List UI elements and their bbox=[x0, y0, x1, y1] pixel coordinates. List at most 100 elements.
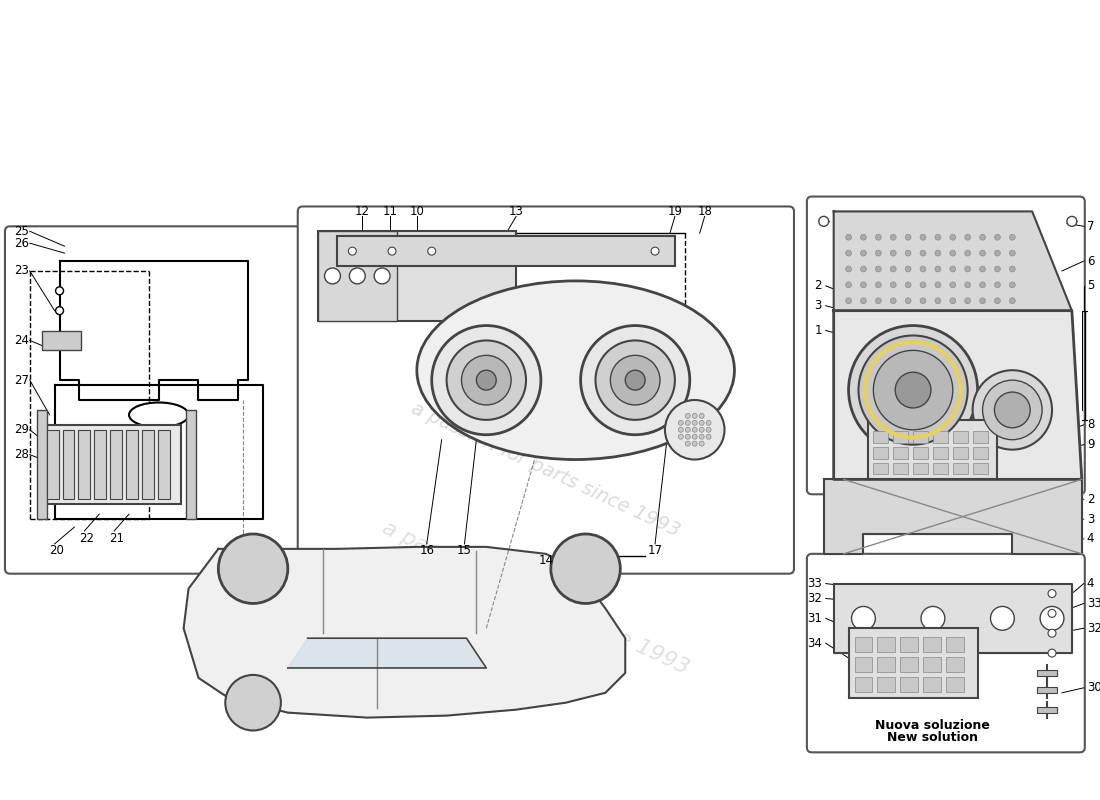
Text: 25: 25 bbox=[14, 225, 29, 238]
Bar bbox=[946, 677, 964, 692]
Circle shape bbox=[994, 266, 1000, 272]
Circle shape bbox=[935, 266, 940, 272]
Bar bbox=[848, 628, 978, 698]
Circle shape bbox=[324, 268, 340, 284]
Circle shape bbox=[846, 250, 851, 256]
Circle shape bbox=[551, 534, 620, 603]
Circle shape bbox=[679, 420, 683, 426]
Text: 4: 4 bbox=[1087, 577, 1094, 590]
Circle shape bbox=[447, 341, 526, 420]
Polygon shape bbox=[834, 211, 1071, 310]
Bar bbox=[953, 446, 968, 458]
Circle shape bbox=[905, 266, 911, 272]
Text: 29: 29 bbox=[14, 423, 29, 436]
Bar bbox=[893, 462, 909, 474]
Circle shape bbox=[935, 282, 940, 288]
Text: 23: 23 bbox=[14, 265, 29, 278]
Circle shape bbox=[890, 234, 896, 240]
Circle shape bbox=[920, 282, 926, 288]
Bar bbox=[318, 231, 516, 321]
Circle shape bbox=[428, 247, 436, 255]
Circle shape bbox=[980, 266, 986, 272]
Text: 10: 10 bbox=[409, 205, 425, 218]
Circle shape bbox=[876, 250, 881, 256]
Text: 32: 32 bbox=[1087, 622, 1100, 634]
Circle shape bbox=[1010, 250, 1015, 256]
Bar bbox=[78, 430, 90, 499]
Circle shape bbox=[994, 392, 1031, 428]
Bar bbox=[893, 446, 909, 458]
Bar bbox=[36, 410, 46, 519]
Polygon shape bbox=[184, 547, 625, 718]
Bar bbox=[972, 462, 988, 474]
Circle shape bbox=[685, 427, 691, 432]
Circle shape bbox=[685, 414, 691, 418]
Circle shape bbox=[994, 234, 1000, 240]
Circle shape bbox=[994, 250, 1000, 256]
Bar bbox=[933, 462, 948, 474]
Circle shape bbox=[462, 355, 512, 405]
Ellipse shape bbox=[417, 281, 735, 459]
Circle shape bbox=[679, 434, 683, 439]
Text: 30: 30 bbox=[1087, 682, 1100, 694]
Circle shape bbox=[935, 234, 940, 240]
Circle shape bbox=[56, 306, 64, 314]
Circle shape bbox=[706, 434, 711, 439]
Text: 26: 26 bbox=[14, 237, 29, 250]
Circle shape bbox=[965, 266, 970, 272]
Circle shape bbox=[949, 234, 956, 240]
Circle shape bbox=[876, 234, 881, 240]
Circle shape bbox=[700, 420, 704, 426]
Bar bbox=[1037, 706, 1057, 713]
Bar bbox=[157, 430, 169, 499]
Circle shape bbox=[651, 247, 659, 255]
Bar bbox=[913, 446, 928, 458]
Text: 19: 19 bbox=[668, 205, 682, 218]
Circle shape bbox=[935, 298, 940, 304]
Circle shape bbox=[980, 250, 986, 256]
Circle shape bbox=[700, 427, 704, 432]
Bar bbox=[318, 231, 397, 321]
Circle shape bbox=[685, 441, 691, 446]
Circle shape bbox=[965, 234, 970, 240]
Text: 31: 31 bbox=[807, 612, 822, 625]
Circle shape bbox=[949, 282, 956, 288]
Bar bbox=[900, 677, 918, 692]
Bar bbox=[878, 657, 895, 672]
Bar bbox=[42, 425, 180, 504]
Circle shape bbox=[56, 287, 64, 294]
Circle shape bbox=[685, 434, 691, 439]
Bar bbox=[953, 430, 968, 442]
Circle shape bbox=[476, 370, 496, 390]
FancyBboxPatch shape bbox=[6, 226, 302, 574]
Text: 1: 1 bbox=[814, 324, 822, 337]
Bar bbox=[873, 446, 889, 458]
Circle shape bbox=[1010, 234, 1015, 240]
Circle shape bbox=[218, 534, 288, 603]
Bar bbox=[1037, 670, 1057, 676]
Circle shape bbox=[692, 414, 697, 418]
Bar bbox=[933, 446, 948, 458]
Bar bbox=[1037, 687, 1057, 693]
Text: 32: 32 bbox=[807, 592, 822, 605]
Circle shape bbox=[949, 298, 956, 304]
Text: 22: 22 bbox=[79, 533, 95, 546]
Text: New solution: New solution bbox=[888, 731, 978, 744]
Text: Nuova soluzione: Nuova soluzione bbox=[876, 719, 990, 732]
Bar bbox=[878, 638, 895, 652]
Bar bbox=[110, 430, 122, 499]
Text: 2: 2 bbox=[814, 279, 822, 292]
Text: 14: 14 bbox=[538, 554, 553, 567]
Text: 18: 18 bbox=[697, 205, 712, 218]
Text: 17: 17 bbox=[648, 544, 662, 558]
Bar bbox=[42, 330, 81, 350]
Text: 34: 34 bbox=[807, 637, 822, 650]
Circle shape bbox=[666, 400, 725, 459]
Text: 13: 13 bbox=[508, 205, 524, 218]
Bar bbox=[63, 430, 75, 499]
Circle shape bbox=[851, 606, 876, 630]
Circle shape bbox=[846, 234, 851, 240]
Bar bbox=[923, 677, 940, 692]
Polygon shape bbox=[834, 584, 1071, 653]
Circle shape bbox=[860, 250, 867, 256]
